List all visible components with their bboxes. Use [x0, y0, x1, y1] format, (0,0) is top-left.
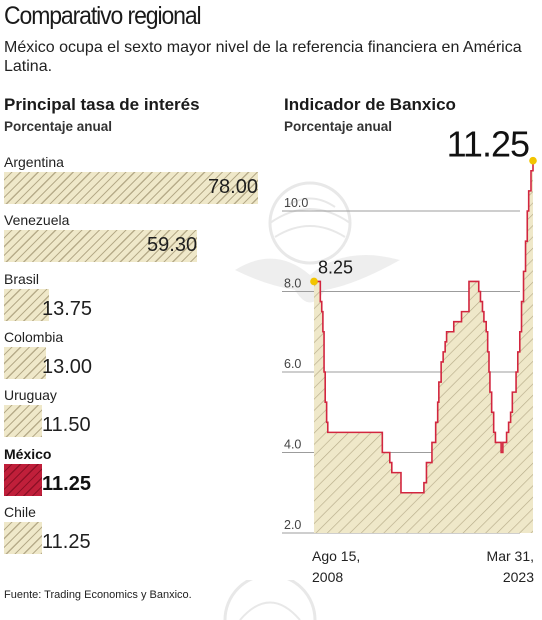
- globe-watermark-icon: [223, 580, 317, 620]
- area-fill: [314, 160, 533, 533]
- y-tick-label: 2.0: [284, 518, 301, 532]
- bar-value-label: 59.30: [147, 234, 198, 257]
- bar-value-label: 13.75: [42, 297, 93, 320]
- bar-label: Brasil: [4, 270, 40, 287]
- bar-label: México: [4, 445, 52, 462]
- page-subtitle: México ocupa el sexto mayor nivel de la …: [4, 39, 522, 75]
- x-tick-label: 2008: [312, 569, 343, 585]
- y-tick-label: 4.0: [284, 438, 301, 452]
- y-tick-label: 10.0: [284, 196, 308, 210]
- bar-chart-title: Principal tasa de interés: [4, 95, 200, 114]
- bar-value-label: 11.25: [42, 530, 91, 553]
- y-tick-label: 6.0: [284, 357, 301, 371]
- series-line: [314, 160, 534, 494]
- bar: [4, 172, 258, 204]
- bar-value-label: 11.50: [42, 414, 91, 437]
- line-chart-title: Indicador de Banxico: [284, 95, 456, 114]
- eagle-watermark-icon: [235, 181, 400, 303]
- y-tick-label: 8.0: [284, 277, 301, 291]
- start-value-label: 8.25: [318, 257, 353, 277]
- source-note: Fuente: Trading Economics y Banxico.: [4, 589, 192, 601]
- bar-chart-subtitle: Porcentaje anual: [4, 119, 113, 134]
- end-marker: [529, 156, 537, 165]
- end-value-label: 11.25: [447, 124, 529, 165]
- bar-label: Uruguay: [4, 387, 57, 404]
- bar: [4, 288, 49, 321]
- bar: [4, 230, 198, 263]
- x-tick-label: Mar 31,: [487, 548, 534, 564]
- x-tick-label: Ago 15,: [312, 548, 360, 564]
- bar-value-label: 78.00: [207, 176, 258, 198]
- bar-label: Chile: [4, 503, 36, 520]
- bar-label: Argentina: [4, 154, 64, 170]
- x-tick-label: 2023: [503, 569, 534, 585]
- bar: [4, 405, 42, 438]
- bar-label: Colombia: [4, 328, 64, 345]
- bar-value-label: 11.25: [42, 472, 91, 495]
- bar-value-label: 13.00: [42, 355, 93, 378]
- start-marker: [310, 277, 318, 286]
- bar: [4, 346, 47, 379]
- bar: [4, 463, 42, 496]
- page-title: Comparativo regional: [4, 2, 202, 30]
- bar-label: Venezuela: [4, 212, 70, 229]
- line-chart-subtitle: Porcentaje anual: [284, 119, 393, 134]
- bar: [4, 521, 42, 554]
